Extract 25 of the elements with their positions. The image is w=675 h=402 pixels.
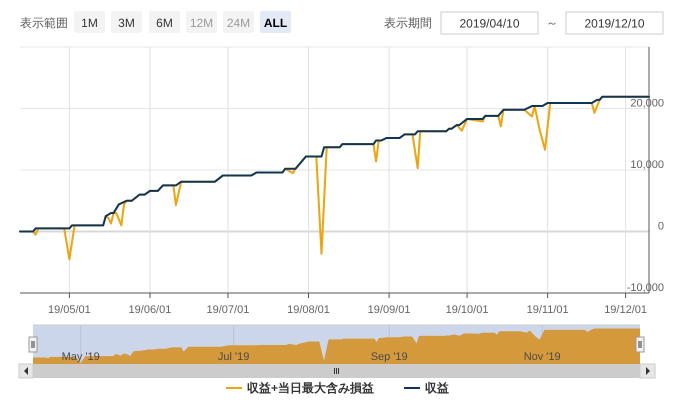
- text: 2019/04/10: [459, 16, 520, 30]
- text: 3M: [118, 16, 135, 30]
- text: 1M: [81, 16, 98, 30]
- x-tick-label: 19/08/01: [287, 304, 330, 316]
- text: 表示範囲: [20, 16, 68, 30]
- x-tick-label: 19/09/01: [368, 304, 410, 316]
- text: 表示期間: [384, 16, 432, 30]
- text: 6M: [156, 16, 173, 30]
- x-tick-label: Sep '19: [370, 351, 408, 363]
- text: 24M: [226, 16, 250, 30]
- x-tick-label: 19/07/01: [206, 304, 250, 316]
- x-tick-label: 19/05/01: [48, 304, 91, 316]
- legend-label: 収益+当日最大含み損益: [246, 381, 374, 395]
- y-tick-label: 0: [658, 220, 664, 232]
- x-tick-label: 19/11/01: [526, 304, 569, 316]
- text: ～: [546, 16, 558, 30]
- legend-label: 収益: [425, 381, 450, 395]
- text: 2019/12/10: [584, 16, 645, 30]
- x-tick-label: Jul '19: [218, 351, 250, 363]
- text: ALL: [264, 16, 288, 30]
- text: 12M: [190, 16, 214, 30]
- x-tick-label: 19/06/01: [128, 304, 172, 316]
- x-tick-label: Nov '19: [524, 351, 561, 363]
- x-tick-label: 19/10/01: [446, 304, 488, 316]
- x-tick-label: 19/12/01: [604, 304, 648, 316]
